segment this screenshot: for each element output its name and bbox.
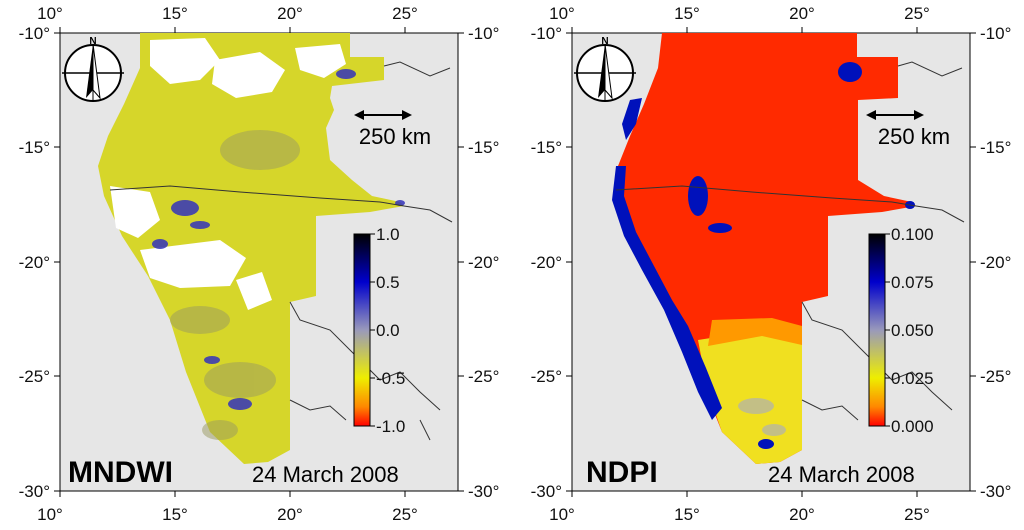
x-tick-bottom: 15° <box>162 505 188 524</box>
cloud-patch <box>212 52 285 98</box>
colorbar-tick-label: 0.000 <box>891 417 934 436</box>
index-label: NDPI <box>586 456 658 489</box>
y-tick-left: -30° <box>19 482 50 501</box>
country-border <box>897 61 963 77</box>
scale-bar: 250 km <box>866 110 950 149</box>
mndwi-map-panel: 10° 15° 20° 25° 10° 15° 20° 25° -10° -15… <box>19 4 500 524</box>
x-tick-top: 20° <box>789 4 815 23</box>
scale-bar-label: 250 km <box>878 124 950 149</box>
y-tick-right: -15° <box>468 138 499 157</box>
y-tick-right: -20° <box>468 253 499 272</box>
y-tick-right: -30° <box>980 482 1011 501</box>
index-label: MNDWI <box>68 456 173 489</box>
x-tick-top: 15° <box>162 4 188 23</box>
x-tick-top: 10° <box>37 4 63 23</box>
north-arrow-icon: N <box>574 36 636 102</box>
y-tick-left: -30° <box>531 482 562 501</box>
country-border <box>615 185 917 207</box>
orange-region <box>708 318 802 346</box>
x-tick-bottom: 10° <box>37 505 63 524</box>
water-coastal-strip <box>612 166 722 420</box>
colorbar-tick-label: 0.100 <box>891 225 934 244</box>
x-tick-bottom: 25° <box>904 505 930 524</box>
index-fill-region <box>616 33 916 464</box>
y-tick-right: -15° <box>980 138 1011 157</box>
colorbar: 0.100 0.075 0.050 0.025 0.000 <box>868 225 934 436</box>
y-tick-left: -25° <box>531 367 562 386</box>
x-tick-bottom: 25° <box>392 505 418 524</box>
colorbar-tick-label: 0.5 <box>376 273 400 292</box>
x-tick-top: 15° <box>674 4 700 23</box>
cloud-patch <box>150 38 220 84</box>
y-tick-left: -10° <box>19 24 50 43</box>
colorbar-tick-label: 1.0 <box>376 225 400 244</box>
x-tick-bottom: 10° <box>549 505 575 524</box>
x-tick-bottom: 20° <box>789 505 815 524</box>
north-arrow-icon: N <box>62 36 124 102</box>
colorbar-gradient <box>868 233 886 427</box>
y-tick-left: -20° <box>531 253 562 272</box>
x-tick-top: 25° <box>392 4 418 23</box>
tick-marks <box>54 27 464 497</box>
water-coastal-strip <box>622 98 642 140</box>
mndwi-map: 10° 15° 20° 25° 10° 15° 20° 25° -10° -15… <box>19 4 500 524</box>
scale-bar-label: 250 km <box>359 124 431 149</box>
colorbar-tick-label: -1.0 <box>376 417 405 436</box>
country-border <box>419 419 431 441</box>
y-tick-right: -25° <box>468 367 499 386</box>
cloud-patch <box>110 186 160 238</box>
water-bodies <box>688 62 915 449</box>
colorbar-tick-label: 0.0 <box>376 321 400 340</box>
y-tick-right: -25° <box>980 367 1011 386</box>
y-tick-right: -10° <box>980 24 1011 43</box>
country-border <box>801 399 859 421</box>
cloud-patch <box>295 44 346 78</box>
y-tick-left: -15° <box>19 138 50 157</box>
cloud-patch <box>140 240 246 288</box>
cloud-patch <box>236 272 272 310</box>
date-label: 24 March 2008 <box>768 462 915 487</box>
country-border <box>915 205 965 223</box>
colorbar-tick-label: 0.075 <box>891 273 934 292</box>
colorbar-tick-label: -0.5 <box>376 369 405 388</box>
y-tick-left: -25° <box>19 367 50 386</box>
scale-bar: 250 km <box>354 110 431 149</box>
y-tick-left: -20° <box>19 253 50 272</box>
x-tick-bottom: 15° <box>674 505 700 524</box>
x-tick-top: 20° <box>277 4 303 23</box>
x-tick-top: 25° <box>904 4 930 23</box>
index-fill-region <box>98 33 404 464</box>
y-tick-right: -20° <box>980 253 1011 272</box>
colorbar-tick-label: 0.025 <box>891 369 934 388</box>
colorbar-tick-label: 0.050 <box>891 321 934 340</box>
country-border <box>403 205 453 223</box>
country-border <box>109 185 405 207</box>
north-label: N <box>89 36 96 47</box>
colorbar: 1.0 0.5 0.0 -0.5 -1.0 <box>353 225 405 436</box>
country-border <box>383 61 451 77</box>
north-label: N <box>601 36 608 47</box>
colorbar-gradient <box>353 233 371 427</box>
tick-marks <box>566 27 976 497</box>
date-label: 24 March 2008 <box>252 462 399 487</box>
texture-speckles <box>170 130 300 440</box>
y-tick-left: -10° <box>531 24 562 43</box>
y-tick-right: -10° <box>468 24 499 43</box>
water-speckles <box>152 69 405 410</box>
gray-patches <box>738 398 786 436</box>
country-border <box>289 399 347 421</box>
ndpi-map-panel: 10° 15° 20° 25° 10° 15° 20° 25° -10° -15… <box>512 0 1024 530</box>
x-tick-bottom: 20° <box>277 505 303 524</box>
ndpi-map: 10° 15° 20° 25° 10° 15° 20° 25° -10° -15… <box>531 4 1012 524</box>
y-tick-left: -15° <box>531 138 562 157</box>
y-tick-right: -30° <box>468 482 499 501</box>
x-tick-top: 10° <box>549 4 575 23</box>
